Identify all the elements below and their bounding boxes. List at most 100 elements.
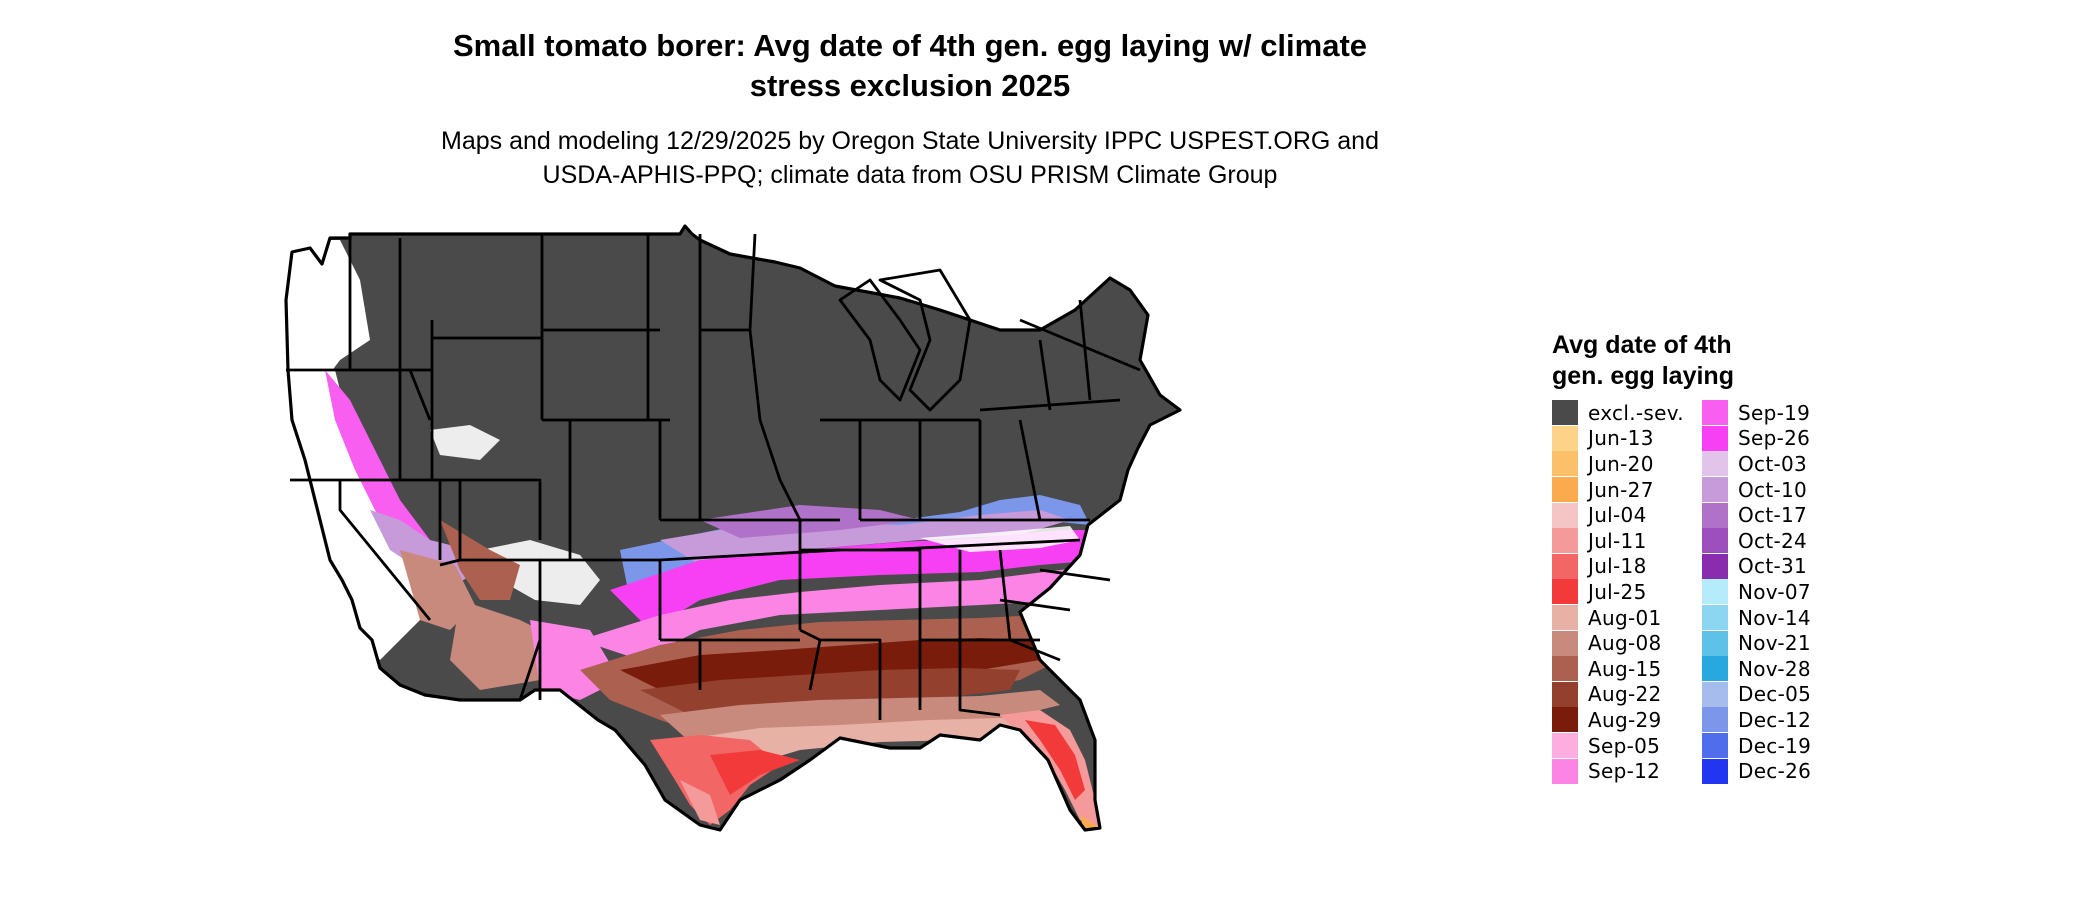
- legend-label: Jun-27: [1588, 477, 1654, 502]
- legend-swatch: [1702, 605, 1728, 631]
- legend-item: Jun-20: [1552, 451, 1682, 477]
- legend-item: Dec-12: [1702, 707, 1832, 733]
- legend-swatch: [1552, 553, 1578, 579]
- legend-label: Aug-01: [1588, 605, 1662, 630]
- legend-label: excl.-sev.: [1588, 400, 1684, 425]
- map-subtitle-line-1: Maps and modeling 12/29/2025 by Oregon S…: [441, 127, 1379, 155]
- legend-item: Jun-27: [1552, 477, 1682, 503]
- map-subtitle-line-2: USDA-APHIS-PPQ; climate data from OSU PR…: [542, 161, 1278, 189]
- legend-label: Sep-26: [1738, 426, 1811, 451]
- legend-label: Oct-17: [1738, 503, 1808, 528]
- legend-label: Aug-15: [1588, 656, 1662, 681]
- legend-swatch: [1702, 733, 1728, 759]
- legend-swatch: [1702, 681, 1728, 707]
- legend-label: Jun-20: [1588, 451, 1654, 476]
- legend-label: Oct-10: [1738, 477, 1808, 502]
- legend-item: Jul-11: [1552, 528, 1682, 554]
- legend-swatch: [1552, 425, 1578, 451]
- legend-label: Dec-12: [1738, 707, 1812, 732]
- legend-swatch: [1552, 451, 1578, 477]
- us-map: [280, 220, 1480, 900]
- legend-column-2: Sep-19 Sep-26 Oct-03 Oct-10 Oct-17 Oct-24 Oct-…: [1702, 400, 1832, 784]
- legend-item: Aug-15: [1552, 656, 1682, 682]
- map-title-line-2: stress exclusion 2025: [749, 68, 1071, 103]
- legend-swatch: [1552, 579, 1578, 605]
- legend-title-line-1: Avg date of 4th: [1552, 331, 1732, 359]
- legend-item: Oct-10: [1702, 477, 1832, 503]
- map-subtitle: Maps and modeling 12/29/2025 by Oregon S…: [340, 124, 1480, 192]
- legend-swatch: [1552, 528, 1578, 554]
- legend-swatch: [1552, 630, 1578, 656]
- legend-swatch: [1702, 528, 1728, 554]
- map-title-line-1: Small tomato borer: Avg date of 4th gen.…: [452, 28, 1368, 63]
- legend-title: Avg date of 4th gen. egg laying: [1552, 330, 1912, 392]
- legend-swatch: [1702, 630, 1728, 656]
- legend-label: Jul-11: [1588, 528, 1647, 553]
- legend-swatch: [1552, 733, 1578, 759]
- us-map-svg: [284, 224, 1182, 832]
- legend-swatch: [1552, 400, 1578, 426]
- legend-item: Aug-01: [1552, 605, 1682, 631]
- legend-label: Dec-05: [1738, 682, 1812, 707]
- state-borders: [284, 224, 1182, 832]
- legend-item: excl.-sev.: [1552, 400, 1684, 426]
- legend-label: Sep-05: [1588, 733, 1661, 758]
- legend-label: Oct-03: [1738, 451, 1808, 476]
- legend-column-1: excl.-sev. Jun-13 Jun-20 Jun-27 Jul-04 Jul-11…: [1552, 400, 1684, 784]
- legend-item: Aug-29: [1552, 707, 1682, 733]
- legend-item: Sep-12: [1552, 758, 1682, 784]
- legend-swatch: [1702, 656, 1728, 682]
- legend-title-line-2: gen. egg laying: [1552, 362, 1734, 390]
- legend-swatch: [1702, 477, 1728, 503]
- legend-item: Oct-17: [1702, 502, 1832, 528]
- legend-label: Nov-07: [1738, 579, 1811, 604]
- legend-label: Dec-19: [1738, 733, 1812, 758]
- legend-item: Jul-18: [1552, 553, 1682, 580]
- legend-label: Aug-29: [1588, 707, 1662, 732]
- legend-item: Jul-25: [1552, 579, 1682, 605]
- legend-label: Nov-21: [1738, 631, 1811, 656]
- legend-swatch: [1552, 707, 1578, 733]
- legend-label: Oct-31: [1738, 554, 1808, 579]
- legend-label: Sep-12: [1588, 759, 1661, 784]
- legend-item: Sep-05: [1552, 733, 1682, 759]
- legend-label: Dec-26: [1738, 759, 1812, 784]
- legend-swatch: [1702, 579, 1728, 605]
- legend-item: Dec-05: [1702, 681, 1832, 708]
- legend-swatch: [1552, 502, 1578, 528]
- legend: Avg date of 4th gen. egg laying excl.-se…: [1552, 330, 1912, 784]
- legend-item: Dec-26: [1702, 758, 1832, 784]
- legend-item: Oct-31: [1702, 553, 1832, 580]
- legend-swatch: [1702, 400, 1728, 426]
- legend-item: Sep-26: [1702, 425, 1832, 452]
- legend-swatch: [1702, 553, 1728, 579]
- legend-item: Oct-03: [1702, 451, 1832, 477]
- legend-item: Aug-22: [1552, 681, 1682, 708]
- legend-item: Nov-28: [1702, 656, 1832, 682]
- legend-swatch: [1702, 502, 1728, 528]
- legend-item: Nov-14: [1702, 605, 1832, 631]
- legend-label: Nov-28: [1738, 656, 1811, 681]
- legend-item: Jun-13: [1552, 425, 1682, 452]
- legend-item: Dec-19: [1702, 733, 1832, 759]
- legend-swatch: [1702, 451, 1728, 477]
- legend-swatch: [1552, 477, 1578, 503]
- legend-swatch: [1702, 707, 1728, 733]
- legend-label: Jul-25: [1588, 579, 1647, 604]
- legend-item: Sep-19: [1702, 400, 1832, 426]
- legend-item: Jul-04: [1552, 502, 1682, 528]
- legend-item: Aug-08: [1552, 630, 1682, 656]
- legend-swatch: [1552, 758, 1578, 784]
- legend-swatch: [1552, 605, 1578, 631]
- legend-item: Nov-21: [1702, 630, 1832, 656]
- legend-label: Jun-13: [1588, 426, 1654, 451]
- legend-swatch: [1702, 425, 1728, 451]
- map-title: Small tomato borer: Avg date of 4th gen.…: [340, 26, 1480, 106]
- legend-item: Oct-24: [1702, 528, 1832, 554]
- legend-label: Jul-04: [1588, 503, 1647, 528]
- legend-swatch: [1702, 758, 1728, 784]
- legend-label: Aug-08: [1588, 631, 1662, 656]
- legend-columns: excl.-sev. Jun-13 Jun-20 Jun-27 Jul-04 Jul-11…: [1552, 400, 1912, 784]
- legend-swatch: [1552, 656, 1578, 682]
- legend-label: Nov-14: [1738, 605, 1811, 630]
